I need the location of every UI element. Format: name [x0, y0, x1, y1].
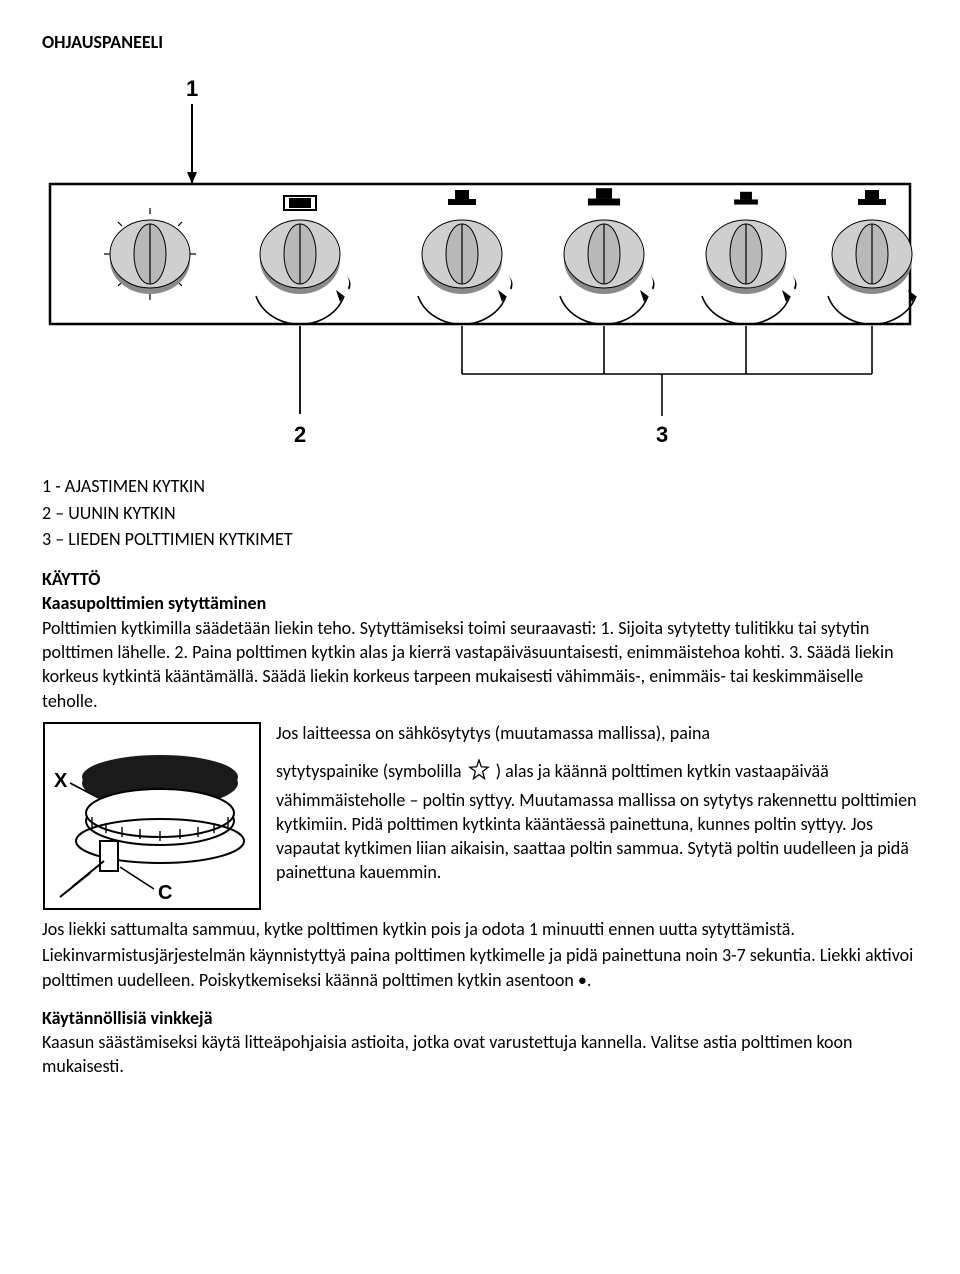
lighting-steps: Polttimien kytkimilla säädetään liekin t…	[42, 616, 918, 713]
legend: 1 - AJASTIMEN KYTKIN 2 – UUNIN KYTKIN 3 …	[42, 474, 918, 551]
section-use-heading: KÄYTTÖ	[42, 567, 918, 591]
ignition-text-a: sytytyspainike (symbolilla	[276, 760, 461, 782]
flame-safety-paragraph: Liekinvarmistusjärjestelmän käynnistytty…	[42, 943, 918, 992]
control-panel-figure: 1	[42, 74, 918, 454]
panel-label-1: 1	[186, 76, 198, 101]
burner-label-c: C	[158, 882, 172, 904]
sub-lighting-heading: Kaasupolttimien sytyttäminen	[42, 591, 918, 615]
panel-label-3: 3	[656, 422, 668, 447]
legend-item-1: 1 - AJASTIMEN KYTKIN	[42, 474, 918, 498]
panel-label-2: 2	[294, 422, 306, 447]
legend-item-3: 3 – LIEDEN POLTTIMIEN KYTKIMET	[42, 527, 918, 551]
flame-out-paragraph: Jos liekki sattumalta sammuu, kytke polt…	[42, 917, 918, 941]
burner-label-x: X	[54, 770, 68, 792]
spark-star-icon	[468, 759, 490, 787]
page-title: OHJAUSPANEELI	[42, 30, 918, 54]
burner-inset-figure: X	[42, 721, 262, 911]
legend-item-2: 2 – UUNIN KYTKIN	[42, 501, 918, 525]
tips-body: Kaasun säästämiseksi käytä litteäpohjais…	[42, 1030, 918, 1079]
tips-heading: Käytännöllisiä vinkkejä	[42, 1006, 918, 1030]
